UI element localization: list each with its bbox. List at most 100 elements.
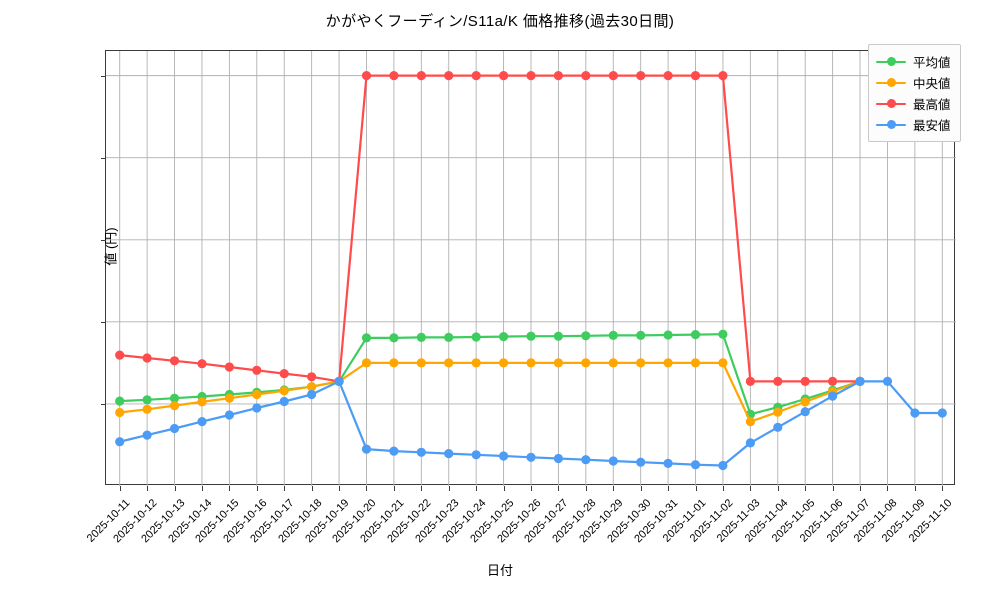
y-axis-tick-mark <box>101 403 106 405</box>
x-axis-tick-mark <box>119 486 121 491</box>
x-axis-tick-mark <box>942 486 944 491</box>
data-point <box>553 358 563 368</box>
legend-swatch-icon <box>876 55 906 69</box>
data-point <box>444 449 454 459</box>
data-point <box>224 410 234 420</box>
legend-item-最高値[interactable]: 最高値 <box>876 93 951 114</box>
legend-item-中央値[interactable]: 中央値 <box>876 72 951 93</box>
x-axis-tick-mark <box>832 486 834 491</box>
data-point <box>882 376 893 386</box>
data-point <box>553 71 563 81</box>
x-axis-tick-mark <box>284 486 286 491</box>
data-point <box>416 332 426 342</box>
series-最安値 <box>115 376 947 471</box>
data-point <box>142 395 152 405</box>
data-point <box>169 401 180 411</box>
x-axis-tick-mark <box>640 486 642 491</box>
x-axis-tick-mark <box>695 486 697 491</box>
data-point <box>444 332 454 342</box>
data-point <box>169 423 180 434</box>
y-axis-tick-mark <box>101 157 106 159</box>
data-point <box>745 438 756 448</box>
data-point <box>444 71 454 81</box>
data-point <box>142 404 152 414</box>
y-axis-tick-mark <box>101 239 106 241</box>
data-point <box>142 430 152 440</box>
data-point <box>773 422 783 432</box>
data-point <box>389 333 399 343</box>
data-point <box>444 358 454 368</box>
data-point <box>361 444 372 454</box>
data-point <box>553 331 563 341</box>
data-point <box>581 71 591 81</box>
x-axis-tick-mark <box>613 486 615 491</box>
x-axis-tick-mark <box>777 486 779 491</box>
data-point <box>745 417 756 427</box>
data-point <box>910 408 920 418</box>
data-point <box>307 372 317 382</box>
x-axis-tick-mark <box>201 486 203 491</box>
data-point <box>608 358 618 368</box>
data-point <box>663 358 673 368</box>
plot-area: 値 (円) 2025-10-11 2025-10-12 2025-10-13 2025… <box>85 50 956 545</box>
data-point <box>526 452 536 462</box>
data-point <box>636 457 646 467</box>
legend-swatch-icon <box>876 97 906 111</box>
data-point <box>937 408 947 418</box>
x-axis-tick-mark <box>366 486 368 491</box>
data-point <box>800 376 810 386</box>
data-point <box>279 386 289 396</box>
x-axis-tick-mark <box>750 486 752 491</box>
data-point <box>663 71 673 81</box>
data-point <box>718 329 728 339</box>
data-point <box>526 331 536 341</box>
x-axis-tick-mark <box>339 486 341 491</box>
data-point <box>169 356 180 366</box>
data-point <box>115 350 125 360</box>
x-axis-tick-mark <box>722 486 724 491</box>
x-axis-tick-mark <box>476 486 478 491</box>
data-point <box>389 446 399 456</box>
data-point <box>553 453 563 464</box>
data-point <box>224 393 234 403</box>
data-point <box>115 407 125 418</box>
legend-item-最安値[interactable]: 最安値 <box>876 114 951 135</box>
data-point <box>828 376 838 386</box>
data-point <box>581 331 591 341</box>
x-axis-tick-mark <box>174 486 176 491</box>
data-point <box>499 71 509 81</box>
data-point <box>471 450 481 460</box>
data-point <box>608 71 618 81</box>
x-axis-tick-mark <box>585 486 587 491</box>
data-point <box>636 330 646 340</box>
x-axis-tick-mark <box>147 486 149 491</box>
data-point <box>800 397 810 407</box>
data-point <box>471 358 481 368</box>
y-axis-tick-mark <box>101 321 106 323</box>
x-axis-tick-mark <box>448 486 450 491</box>
data-point <box>718 358 728 368</box>
data-point <box>334 376 344 386</box>
legend-swatch-icon <box>876 76 906 90</box>
x-axis-tick-mark <box>558 486 560 491</box>
data-point <box>142 353 152 363</box>
data-point <box>252 403 262 413</box>
data-point <box>690 330 701 340</box>
x-axis-tick-mark <box>887 486 889 491</box>
data-point <box>499 451 509 461</box>
data-point <box>197 417 207 427</box>
data-point <box>416 447 426 457</box>
data-point <box>499 332 509 342</box>
data-point <box>499 358 509 368</box>
legend-swatch-icon <box>876 118 906 132</box>
data-point <box>663 458 673 468</box>
legend-item-平均値[interactable]: 平均値 <box>876 51 951 72</box>
x-axis-tick-mark <box>668 486 670 491</box>
data-point <box>526 358 536 368</box>
data-point <box>745 376 756 386</box>
x-axis-tick-mark <box>914 486 916 491</box>
data-point <box>690 460 701 470</box>
x-axis-tick-mark <box>503 486 505 491</box>
data-point <box>526 71 536 81</box>
